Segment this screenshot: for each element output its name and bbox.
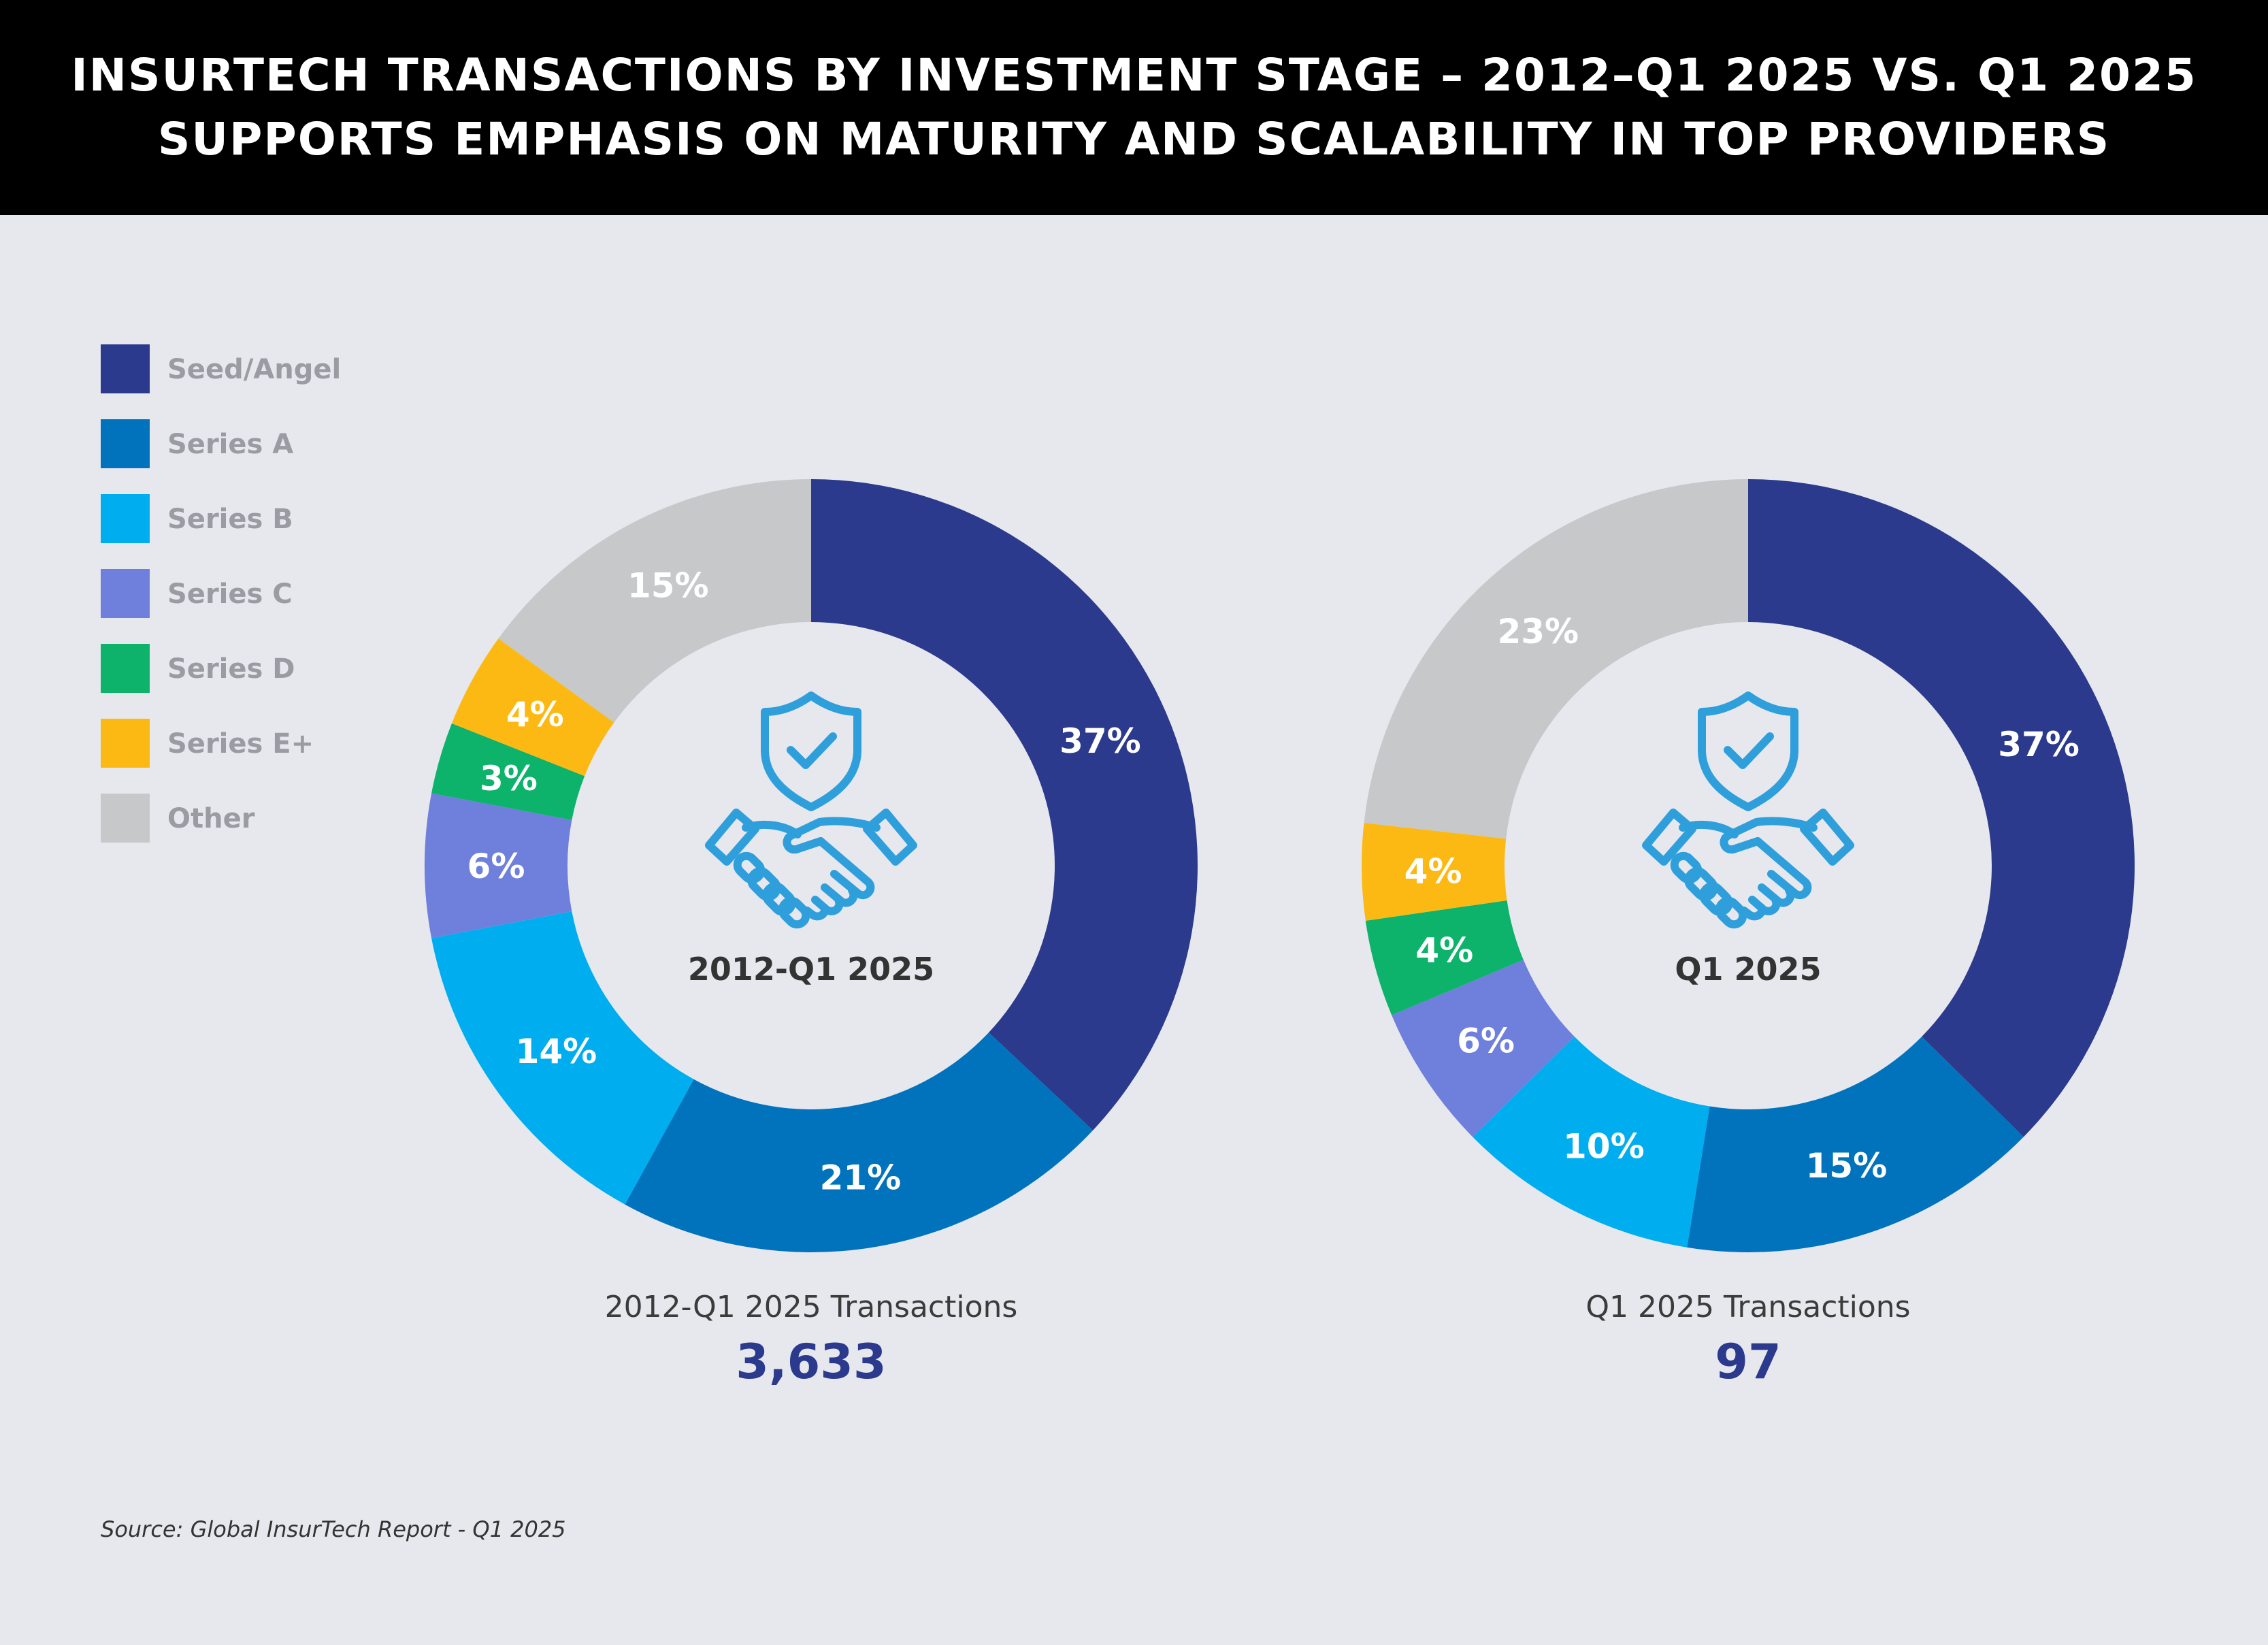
legend-item-series-e-plus: Series E+: [101, 719, 455, 768]
donut-segment-series-b: [431, 911, 694, 1205]
legend-label: Series C: [167, 579, 293, 610]
caption-left: 2012-Q1 2025 Transactions: [604, 1290, 1018, 1324]
title-line-1: INSURTECH TRANSACTIONS BY INVESTMENT STA…: [71, 49, 2197, 101]
donut-segment-series-d: [1365, 900, 1524, 1015]
donut-segment-series-a: [1687, 1037, 2024, 1252]
segment-label: 37%: [1059, 721, 1141, 761]
title-line-2: SUPPORTS EMPHASIS ON MATURITY AND SCALAB…: [157, 113, 2111, 165]
segment-label: 4%: [506, 695, 564, 734]
donut-segment-seed-angel: [811, 479, 1198, 1130]
shield-handshake-icon: [1646, 696, 1850, 928]
legend-swatch: [101, 494, 150, 543]
segment-label: 23%: [1497, 612, 1579, 651]
legend-label: Seed/Angel: [167, 354, 342, 385]
donut-segment-series-e-: [451, 638, 614, 777]
legend-item-series-a: Series A: [101, 419, 455, 468]
center-label: Q1 2025: [1675, 951, 1821, 988]
segment-label: 21%: [820, 1158, 902, 1197]
segment-label: 14%: [516, 1032, 597, 1071]
donut-segment-series-c: [425, 793, 572, 939]
center-label: 2012-Q1 2025: [688, 951, 934, 988]
donut-segment-series-e-: [1361, 823, 1507, 921]
legend-swatch: [101, 794, 150, 843]
legend-label: Series D: [167, 653, 295, 685]
segment-label: 4%: [1404, 851, 1462, 891]
legend-item-series-d: Series D: [101, 644, 455, 693]
segment-label: 15%: [627, 566, 709, 605]
segment-label: 6%: [1457, 1021, 1515, 1060]
segment-label: 3%: [480, 759, 538, 798]
total-left: 3,633: [736, 1334, 887, 1390]
legend-item-other: Other: [101, 794, 455, 843]
legend-label: Series E+: [167, 728, 314, 760]
legend-label: Other: [167, 803, 255, 834]
caption-right: Q1 2025 Transactions: [1585, 1290, 1911, 1324]
total-right: 97: [1715, 1334, 1781, 1390]
legend-label: Series B: [167, 504, 293, 535]
donut-segment-series-a: [625, 1032, 1094, 1252]
legend-item-series-b: Series B: [101, 494, 455, 543]
legend-swatch: [101, 644, 150, 693]
legend-item-seed-angel: Seed/Angel: [101, 344, 455, 393]
legend-swatch: [101, 569, 150, 618]
legend-swatch: [101, 344, 150, 393]
legend-swatch: [101, 719, 150, 768]
donut-chart-right: 37% 15% 10% 6% 4% 4% 23% Q1 2025: [1361, 479, 2135, 1252]
segment-label: 37%: [1998, 725, 2080, 764]
donut-chart-left: 37% 21% 14% 6% 3% 4% 15% 2012-Q1 2025: [425, 479, 1198, 1252]
donut-segment-series-b: [1473, 1037, 1710, 1248]
donut-segment-seed-angel: [1748, 479, 2135, 1137]
donut-segment-series-d: [431, 723, 585, 820]
donut-segment-other: [1364, 479, 1748, 839]
segment-label: 4%: [1415, 930, 1473, 970]
segment-label: 10%: [1563, 1127, 1645, 1167]
donut-segment-series-c: [1392, 960, 1575, 1137]
shield-handshake-icon: [709, 696, 913, 928]
legend-item-series-c: Series C: [101, 569, 455, 618]
legend-label: Series A: [167, 429, 294, 460]
source-note: Source: Global InsurTech Report - Q1 202…: [101, 1516, 566, 1542]
header-banner: INSURTECH TRANSACTIONS BY INVESTMENT STA…: [0, 0, 2268, 215]
legend-swatch: [101, 419, 150, 468]
donut-segment-other: [498, 479, 811, 723]
segment-label: 6%: [467, 847, 525, 886]
segment-label: 15%: [1806, 1146, 1888, 1186]
